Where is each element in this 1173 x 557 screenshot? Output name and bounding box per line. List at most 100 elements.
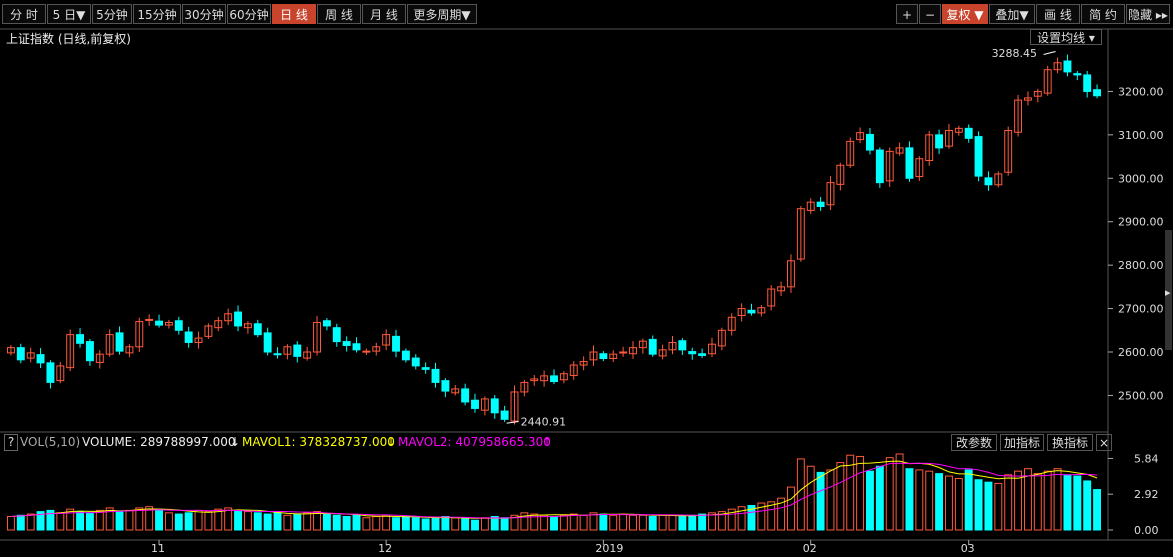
volume-bar — [234, 509, 242, 531]
candle-body — [787, 260, 795, 288]
volume-bar — [1004, 474, 1013, 531]
volume-bar — [767, 501, 776, 531]
volume-bar — [421, 518, 430, 531]
volume-tick-label: 0.00 — [1134, 524, 1159, 537]
candle-body — [530, 378, 539, 382]
volume-bar — [243, 511, 252, 531]
volume-bar — [974, 479, 983, 531]
volume-bar — [352, 514, 361, 531]
candle-body — [520, 381, 529, 393]
candle-body — [806, 201, 815, 211]
vol-button-0[interactable]: 改参数 — [951, 434, 997, 451]
period-tab-6[interactable]: 日 线 — [272, 4, 316, 24]
candle-body — [263, 332, 272, 353]
volume-bar — [115, 511, 124, 531]
vol-button-1[interactable]: 加指标 — [1000, 434, 1044, 451]
vol-button-3[interactable]: × — [1096, 434, 1112, 451]
volume-bar — [411, 517, 420, 531]
period-tab-9[interactable]: 更多周期▼ — [407, 4, 477, 24]
candle-body — [461, 388, 470, 403]
period-tab-3[interactable]: 15分钟 — [133, 4, 181, 24]
volume-bar — [431, 517, 440, 531]
candle-body — [1043, 69, 1052, 94]
toolbar-right-button-2[interactable]: 复权 ▼ — [942, 4, 988, 24]
candle-body — [856, 132, 865, 141]
candle-body — [796, 208, 805, 260]
volume-bar — [313, 511, 321, 531]
mavol1-line — [10, 460, 1098, 519]
volume-bar — [451, 517, 460, 531]
volume-bar — [76, 511, 85, 531]
candle-body — [313, 321, 321, 353]
volume-bar — [836, 462, 845, 531]
candle-body — [688, 351, 697, 355]
candle-body — [303, 351, 312, 359]
period-tab-8[interactable]: 月 线 — [362, 4, 406, 24]
candle-body — [76, 334, 85, 344]
candle-body — [392, 335, 400, 352]
volume-bar — [559, 514, 568, 531]
volume-bar — [540, 514, 549, 531]
date-tick-label: 2019 — [595, 542, 623, 555]
volume-bar — [1033, 473, 1042, 531]
candle-body — [944, 130, 953, 147]
candle-body — [382, 334, 391, 346]
volume-bar — [382, 514, 391, 531]
toolbar-right-button-3[interactable]: 叠加▼ — [989, 4, 1035, 24]
candle-body — [717, 329, 726, 347]
volume-bar — [36, 511, 45, 531]
candle-body — [826, 182, 835, 206]
volume-bar — [490, 516, 499, 531]
toolbar-right-button-1[interactable]: − — [919, 4, 941, 24]
volume-bar — [500, 517, 509, 531]
period-tab-1[interactable]: 5 日▼ — [47, 4, 91, 24]
price-tick-label: 2900.00 — [1118, 216, 1164, 229]
volume-tick-label: 5.84 — [1134, 452, 1159, 465]
candle-body — [6, 347, 15, 354]
candle-body — [708, 343, 716, 355]
volume-bar — [550, 516, 558, 531]
candle-body — [589, 351, 598, 361]
period-tab-5[interactable]: 60分钟 — [227, 4, 271, 24]
candle-body — [283, 346, 292, 355]
volume-bar — [866, 470, 874, 531]
candle-body — [559, 373, 568, 381]
volume-bar — [174, 513, 183, 531]
period-tab-0[interactable]: 分 时 — [2, 4, 46, 24]
volume-bar — [322, 513, 331, 531]
volume-bar — [441, 516, 450, 531]
volume-bar — [1073, 475, 1082, 531]
volume-bar — [698, 513, 707, 531]
toolbar-right-button-0[interactable]: + — [896, 4, 918, 24]
volume-bar — [204, 511, 213, 531]
candle-body — [579, 361, 588, 366]
toolbar-right-button-6[interactable]: 隐藏 ▸▸ — [1126, 4, 1170, 24]
candle-body — [875, 149, 884, 184]
volume-bar — [510, 514, 519, 531]
candle-body — [145, 318, 154, 321]
price-tick-label: 3100.00 — [1118, 129, 1164, 142]
volume-bar — [787, 486, 795, 531]
candle-body — [214, 320, 223, 329]
volume-bar — [658, 514, 667, 531]
candle-body — [293, 344, 302, 357]
vol-button-2[interactable]: 换指标 — [1047, 434, 1093, 451]
toolbar-right-button-5[interactable]: 简 约 — [1081, 4, 1125, 24]
candle-body — [56, 365, 65, 382]
volume-bar — [372, 516, 381, 531]
candle-body — [638, 340, 647, 349]
help-icon[interactable]: ? — [4, 434, 18, 451]
period-tab-2[interactable]: 5分钟 — [92, 4, 132, 24]
price-tick-label: 2600.00 — [1118, 346, 1164, 359]
period-tab-4[interactable]: 30分钟 — [182, 4, 226, 24]
toolbar-right-button-4[interactable]: 画 线 — [1036, 4, 1080, 24]
date-tick-label: 02 — [803, 542, 817, 555]
volume-bar — [826, 469, 835, 531]
candle-body — [500, 410, 509, 420]
candle-body — [569, 364, 578, 376]
period-tab-7[interactable]: 周 线 — [317, 4, 361, 24]
low-price-label: 2440.91 — [521, 415, 567, 428]
volume-bar — [283, 514, 292, 531]
volume-bar — [806, 465, 815, 531]
